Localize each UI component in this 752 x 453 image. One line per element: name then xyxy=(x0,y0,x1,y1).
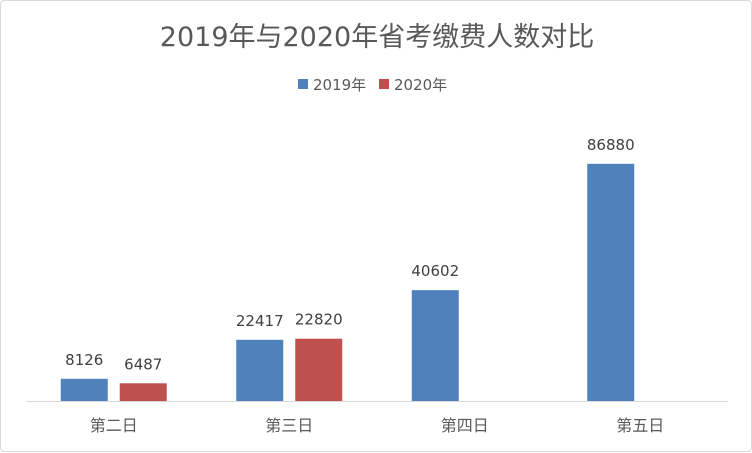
x-tick-label: 第二日 xyxy=(90,416,138,435)
legend: 2019年 2020年 xyxy=(298,76,447,94)
x-tick-label: 第四日 xyxy=(441,416,489,435)
bars: 8126 6487 22417 22820 40602 86880 xyxy=(60,136,635,401)
data-label: 6487 xyxy=(124,355,162,373)
data-label: 40602 xyxy=(411,262,459,280)
data-label: 86880 xyxy=(587,136,635,154)
chart-title: 2019年与2020年省考缴费人数对比 xyxy=(160,22,594,53)
data-label: 8126 xyxy=(65,351,103,369)
data-label: 22417 xyxy=(236,312,284,330)
legend-swatch xyxy=(298,79,308,89)
x-tick-label: 第三日 xyxy=(265,416,313,435)
legend-label: 2020年 xyxy=(394,76,447,94)
legend-label: 2019年 xyxy=(313,76,366,94)
legend-swatch xyxy=(379,79,389,89)
bar-2020 xyxy=(295,338,343,401)
data-label: 22820 xyxy=(295,311,343,329)
bar-2020 xyxy=(119,383,167,401)
x-tick-label: 第五日 xyxy=(616,416,664,435)
bar-2019 xyxy=(411,290,459,401)
bar-2019 xyxy=(236,339,284,401)
bar-2019 xyxy=(587,163,635,401)
bar-2019 xyxy=(60,378,108,401)
x-axis-ticks: 第二日 第三日 第四日 第五日 xyxy=(90,416,665,435)
